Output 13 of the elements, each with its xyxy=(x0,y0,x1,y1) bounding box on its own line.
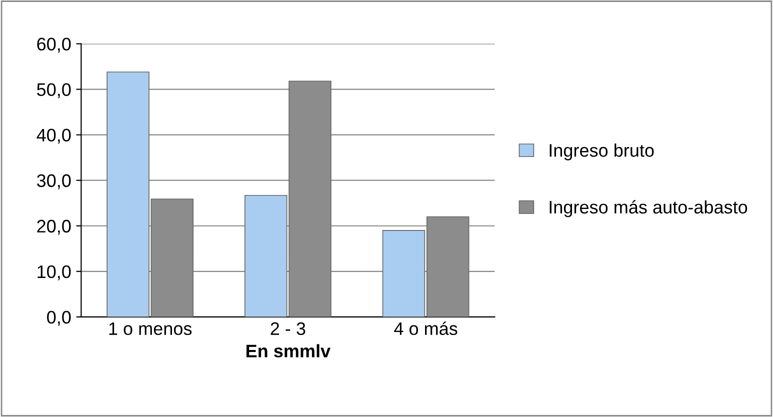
x-axis-title: En smmlv xyxy=(246,344,331,358)
legend-label: Ingreso más auto-abasto xyxy=(550,200,748,218)
y-tick-label: 30,0 xyxy=(36,174,71,190)
x-tick-label: 2 - 3 xyxy=(270,322,306,336)
x-tick-label: 4 o más xyxy=(394,322,458,336)
y-tick-label: 10,0 xyxy=(38,265,71,280)
y-tick-label: 40,0 xyxy=(36,128,71,144)
y-tick-label: 50,0 xyxy=(37,83,71,98)
y-tick-label: 0,0 xyxy=(47,310,71,326)
y-tick-label: 60,0 xyxy=(37,38,71,53)
legend-label: Ingreso bruto xyxy=(550,144,654,160)
x-tick-label: 1 o menos xyxy=(109,322,192,336)
y-tick-label: 20,0 xyxy=(37,220,71,235)
